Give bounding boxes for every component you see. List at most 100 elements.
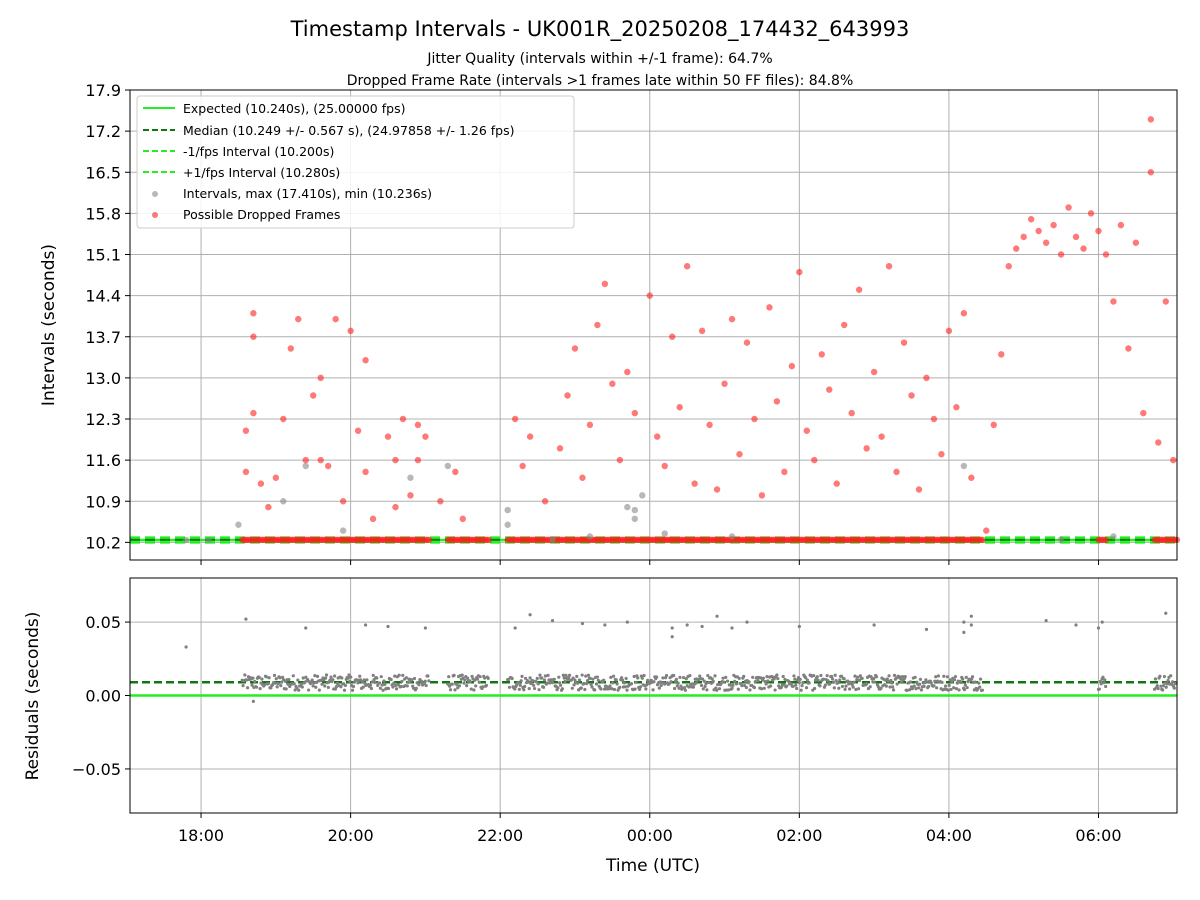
residual-cloud-point-452	[682, 686, 687, 690]
residual-cloud-point-556	[776, 676, 780, 681]
residual-cloud-point-580	[797, 681, 801, 685]
residual-cloud-point-788	[1099, 682, 1103, 686]
residual-outlier-point-19	[745, 620, 749, 624]
residual-cloud-point-731	[933, 679, 937, 683]
residual-cloud-point-273	[522, 688, 526, 692]
residual-cloud-point-498	[724, 675, 728, 679]
residual-cloud-point-428	[661, 676, 665, 680]
residual-cloud-point-157	[381, 688, 385, 692]
residual-cloud-point-508	[733, 679, 737, 683]
residual-cloud-point-543	[764, 682, 768, 686]
dropped-frame-point-69	[796, 268, 803, 276]
residual-cloud-point-503	[728, 683, 732, 687]
residual-cloud-point-643	[854, 687, 858, 692]
top-ytick-label-5: 13.7	[85, 328, 121, 347]
residual-cloud-point-475	[703, 684, 707, 688]
residual-cloud-point-758	[957, 688, 961, 692]
dropped-frame-point-88	[938, 451, 945, 458]
residual-cloud-point-290	[537, 688, 541, 692]
residual-outlier-point-17	[715, 614, 719, 618]
xtick-label-1: 20:00	[328, 826, 374, 845]
residual-cloud-point-505	[730, 686, 734, 690]
residual-cloud-point-398	[634, 680, 638, 684]
residual-cloud-point-624	[837, 686, 841, 690]
residual-cloud-point-386	[623, 685, 627, 689]
residual-cloud-point-101	[331, 678, 335, 682]
residual-cloud-point-476	[704, 681, 708, 686]
residual-cloud-point-214	[450, 682, 454, 686]
dropped-frame-point-46	[616, 456, 624, 464]
dropped-frame-point-108	[1095, 227, 1102, 235]
residual-cloud-point-293	[540, 676, 544, 680]
residual-cloud-point-562	[781, 674, 785, 679]
residual-cloud-point-636	[847, 687, 852, 691]
residual-cloud-point-274	[523, 684, 527, 689]
residual-cloud-point-424	[657, 686, 661, 690]
residual-cloud-point-153	[377, 681, 382, 685]
residual-cloud-point-143	[368, 683, 373, 687]
dropped-frame-point-42	[586, 421, 594, 429]
residual-cloud-point-99	[329, 675, 333, 679]
residual-cloud-point-545	[766, 679, 770, 683]
residual-cloud-point-798	[1156, 687, 1160, 691]
interval-point-1	[205, 536, 212, 544]
dropped-frame-point-29	[414, 456, 422, 464]
dropped-frame-point-111	[1117, 221, 1125, 229]
residual-cloud-point-807	[1164, 685, 1168, 689]
residual-cloud-point-84	[315, 674, 320, 678]
residual-cloud-point-664	[873, 680, 877, 684]
dropped-frame-point-14	[317, 456, 324, 464]
legend: Expected (10.240s), (25.00000 fps) Media…	[136, 95, 575, 229]
residual-cloud-point-589	[805, 678, 810, 682]
dropped-frame-point-99	[1027, 216, 1035, 223]
residual-cloud-point-809	[1166, 678, 1170, 683]
dropped-frame-point-94	[990, 421, 997, 429]
residual-cloud-point-708	[912, 684, 916, 688]
residual-cloud-point-374	[612, 687, 617, 692]
residual-cloud-point-524	[747, 680, 751, 684]
residual-cloud-point-407	[642, 673, 646, 678]
residual-outlier-point-24	[962, 630, 966, 634]
residual-cloud-point-52	[287, 677, 291, 682]
residual-cloud-point-694	[900, 680, 904, 684]
dropped-frame-point-101	[1042, 239, 1050, 246]
residual-cloud-point-355	[595, 675, 600, 679]
dropped-frame-point-109	[1102, 251, 1110, 258]
residual-cloud-point-208	[427, 679, 431, 683]
residual-cloud-point-666	[874, 675, 879, 679]
residual-cloud-point-739	[940, 680, 944, 684]
dropped-frame-point-21	[362, 357, 369, 364]
residual-cloud-point-37	[273, 681, 277, 685]
residual-cloud-point-267	[516, 681, 521, 685]
residual-cloud-point-671	[879, 686, 883, 690]
dropped-frame-point-80	[878, 433, 885, 440]
xtick-label-4: 02:00	[776, 826, 822, 845]
top-ytick-label-4: 13.0	[85, 369, 121, 388]
residual-cloud-point-600	[815, 675, 819, 679]
dropped-frame-point-44	[601, 280, 609, 288]
interval-point-9	[504, 521, 511, 528]
residual-cloud-point-231	[465, 676, 470, 680]
residual-cloud-point-350	[591, 677, 595, 681]
residual-cloud-point-330	[573, 678, 577, 682]
residual-cloud-point-644	[855, 678, 859, 682]
residual-cloud-point-82	[314, 685, 318, 689]
residual-cloud-point-271	[520, 674, 524, 678]
legend-box	[136, 95, 575, 229]
bottom-y-ticks: −0.05 0.00 0.05	[72, 613, 130, 779]
residual-cloud-point-63	[297, 688, 301, 692]
dropped-frame-point-87	[930, 415, 938, 423]
residual-cloud-point-432	[664, 673, 669, 678]
residual-cloud-point-281	[529, 682, 533, 686]
dropped-frame-point-78	[863, 445, 870, 452]
residual-cloud-point-124	[351, 684, 356, 689]
residual-cloud-point-313	[558, 681, 562, 685]
residual-cloud-point-42	[278, 676, 282, 680]
dropped-frame-point-65	[766, 304, 773, 311]
xtick-label-6: 06:00	[1075, 826, 1121, 845]
residual-cloud-point-207	[426, 674, 430, 678]
dropped-frame-point-53	[676, 404, 683, 411]
dropped-frame-point-93	[983, 527, 990, 534]
residual-outlier-point-9	[550, 618, 555, 623]
legend-dropped-marker	[152, 212, 158, 218]
